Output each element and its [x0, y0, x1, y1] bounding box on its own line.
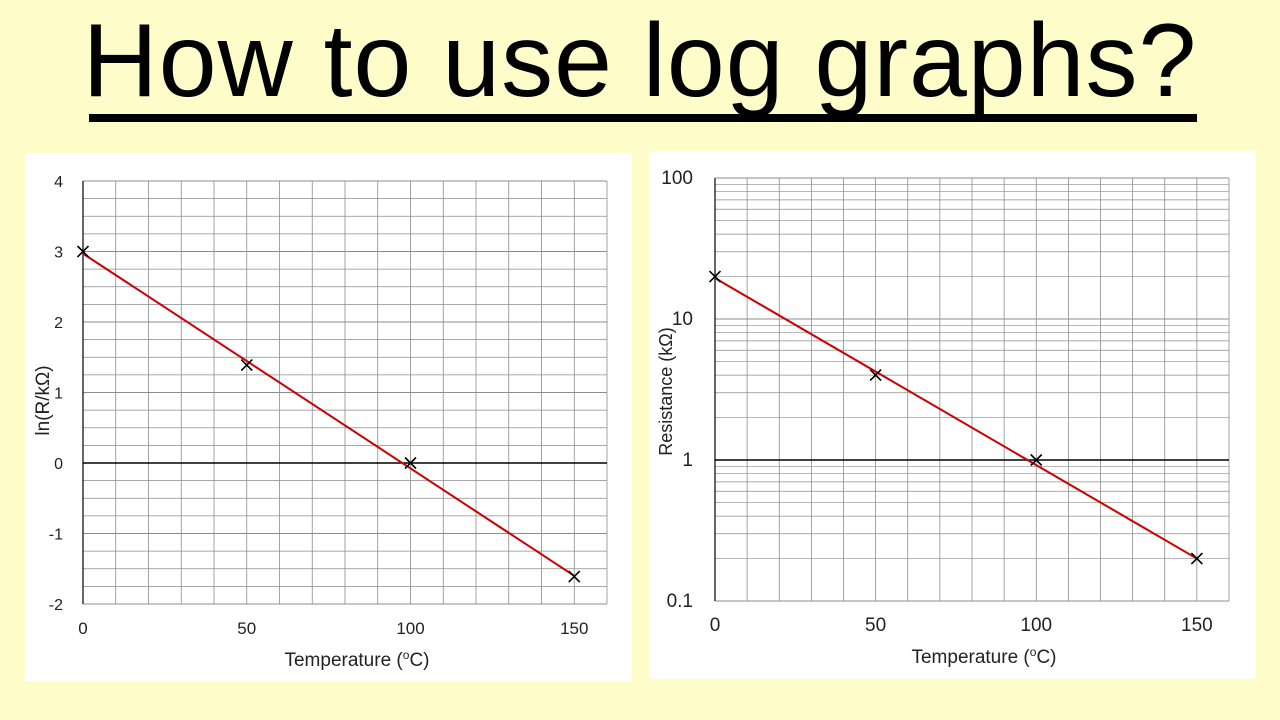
ln-x-tick-label: 50 — [237, 619, 256, 638]
log-x-tick-label: 150 — [1181, 615, 1213, 636]
log-y-tick-label: 100 — [661, 168, 693, 189]
log-x-axis-label: Temperature (oC) — [911, 645, 1056, 668]
log-trendline — [714, 277, 1198, 560]
ln-x-axis-label: Temperature (oC) — [284, 648, 429, 671]
log-x-tick-label: 100 — [1020, 615, 1052, 636]
ln-data-point — [240, 358, 253, 372]
ln-y-tick-label: 3 — [54, 245, 63, 262]
ln-y-tick-label: -1 — [49, 527, 63, 544]
ln-y-tick-label: 2 — [54, 315, 63, 332]
ln-resistance-chart: -2 -1 0 1 2 3 4 0 50 100 150 Temperature (oC) ln(R/k… — [33, 174, 608, 671]
log-y-axis-label: Resistance (kΩ) — [656, 327, 676, 456]
chart-panel-log: 0.1 1 10 100 0 50 100 150 Temperature (oC) Resist… — [649, 151, 1256, 679]
ln-y-tick-label: 0 — [54, 456, 63, 473]
page-title: How to use log graphs? — [82, 3, 1198, 119]
ln-y-axis-label: ln(R/kΩ) — [33, 365, 54, 435]
ln-data-point — [76, 245, 90, 258]
log-y-tick-label: 1 — [682, 450, 693, 471]
ln-y-tick-label: -2 — [49, 597, 63, 614]
ln-data-point — [404, 456, 417, 470]
log-x-tick-label: 50 — [865, 615, 886, 636]
log-resistance-chart: 0.1 1 10 100 0 50 100 150 Temperature (oC) Resist… — [656, 168, 1230, 668]
log-data-point — [1190, 552, 1203, 565]
log-data-point — [708, 270, 722, 283]
title-underline — [89, 114, 1197, 122]
chart-panel-ln: -2 -1 0 1 2 3 4 0 50 100 150 Temperature (oC) ln(R/k… — [25, 153, 632, 681]
ln-trendline — [82, 252, 575, 577]
ln-data-point — [568, 570, 581, 583]
ln-y-tick-label: 4 — [54, 174, 63, 191]
ln-x-tick-label: 150 — [560, 619, 588, 638]
log-x-tick-label: 0 — [710, 615, 721, 636]
log-y-tick-label: 0.1 — [667, 591, 693, 612]
log-data-point — [869, 369, 882, 382]
ln-x-tick-label: 100 — [396, 619, 424, 638]
log-y-tick-label: 10 — [672, 309, 693, 330]
log-data-point — [1030, 453, 1043, 467]
ln-x-tick-label: 0 — [78, 619, 87, 638]
ln-y-tick-label: 1 — [54, 386, 63, 403]
